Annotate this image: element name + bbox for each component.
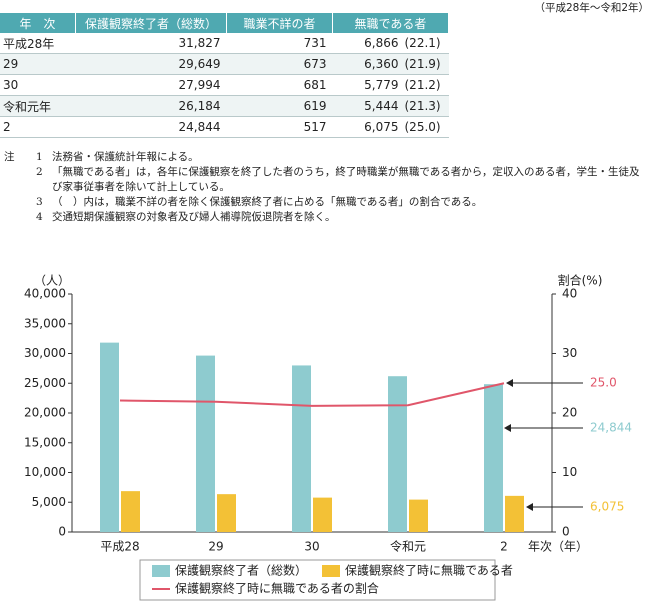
note-text: 「無職である者」は，各年に保護観察を終了した者のうち，終了時職業が無職である者か… <box>52 166 640 193</box>
table-cell: 517 <box>226 116 333 138</box>
x-tick-label: 平成28 <box>100 540 139 554</box>
bar <box>484 384 503 532</box>
table-caption: （平成28年～令和2年） <box>534 2 649 14</box>
table-cell: (21.3) <box>400 95 449 117</box>
data-label: 6,075 <box>590 500 624 514</box>
table-cell: 731 <box>226 33 333 54</box>
bar <box>121 491 140 532</box>
note-text: （ ）内は，職業不詳の者を除く保護観察終了者に占める「無職である者」の割合である… <box>52 196 483 208</box>
table-cell: 673 <box>226 53 333 75</box>
table-cell: 26,184 <box>75 95 227 117</box>
note-number: 2 <box>36 166 43 178</box>
table-cell: 681 <box>226 74 333 96</box>
header-cell: 無職である者 <box>332 13 449 33</box>
note-text: 交通短期保護観察の対象者及び婦人補導院仮退院者を除く。 <box>52 211 336 223</box>
x-tick-label: 2 <box>500 540 508 554</box>
table-cell: 平成28年 <box>0 33 76 54</box>
table-row: 30 27,994 681 5,779 (21.2) <box>0 74 449 96</box>
table-row: 29 29,649 673 6,360 (21.9) <box>0 53 449 75</box>
table-cell: 5,779 <box>332 74 401 96</box>
y2-tick-label: 0 <box>562 525 570 539</box>
table-cell: 令和元年 <box>0 95 76 117</box>
note-number: 4 <box>36 211 43 223</box>
y-tick-label: 10,000 <box>24 465 66 479</box>
note-text: 法務省・保護統計年報による。 <box>52 151 199 163</box>
arrow-head <box>504 424 511 432</box>
legend-swatch <box>322 565 340 577</box>
x-tick-label: 29 <box>208 540 223 554</box>
note-number: 1 <box>36 151 43 163</box>
table-row: 平成28年 31,827 731 6,866 (22.1) <box>0 33 449 54</box>
bar <box>409 499 428 532</box>
table-cell: 24,844 <box>75 116 227 138</box>
bar <box>388 376 407 532</box>
x-axis-title: 年次（年） <box>528 540 588 554</box>
note-label: 注 <box>4 151 15 163</box>
y-axis-title: （人） <box>34 274 70 288</box>
legend-label: 保護観察終了時に無職である者の割合 <box>175 581 379 596</box>
table-row: 令和元年 26,184 619 5,444 (21.3) <box>0 95 449 117</box>
bar <box>196 355 215 532</box>
table-cell: 2 <box>0 116 76 138</box>
table-cell: 6,360 <box>332 53 401 75</box>
table-cell: 27,994 <box>75 74 227 96</box>
table-cell: 6,866 <box>332 33 401 54</box>
note-number: 3 <box>36 196 43 208</box>
note-item: 2 「無職である者」は，各年に保護観察を終了した者のうち，終了時職業が無職である者… <box>4 165 649 195</box>
table-cell: (25.0) <box>400 116 449 138</box>
y2-tick-label: 10 <box>562 465 577 479</box>
arrow-head <box>526 503 533 511</box>
table-cell: 29 <box>0 53 76 75</box>
table-cell: (22.1) <box>400 33 449 54</box>
bar <box>100 342 119 532</box>
legend-label: 保護観察終了時に無職である者 <box>345 563 513 578</box>
bar <box>313 497 332 532</box>
x-tick-label: 30 <box>304 540 319 554</box>
y-tick-label: 0 <box>58 525 66 539</box>
x-tick-label: 令和元 <box>390 539 426 554</box>
header-cell: 保護観察終了者（総数） <box>75 13 227 33</box>
legend-box <box>139 559 496 601</box>
line-series <box>119 382 505 407</box>
data-label: 25.0 <box>590 376 617 390</box>
data-table: 年 次保護観察終了者（総数） 職業不詳の者 無職である者 平成28年 31,827 73… <box>0 13 449 138</box>
bar <box>217 494 236 532</box>
table-cell: 5,444 <box>332 95 401 117</box>
legend-label: 保護観察終了者（総数） <box>175 563 307 578</box>
table-cell: 31,827 <box>75 33 227 54</box>
y-tick-label: 25,000 <box>24 376 66 390</box>
y-tick-label: 15,000 <box>24 435 66 449</box>
y-tick-label: 40,000 <box>24 287 66 301</box>
note-item: 3 （ ）内は，職業不詳の者を除く保護観察終了者に占める「無職である者」の割合であ… <box>4 195 649 210</box>
notes: 注 1 法務省・保護統計年報による。 2 「無職である者」は，各年に保護観察を終了した者… <box>4 150 649 225</box>
y-tick-label: 30,000 <box>24 346 66 360</box>
y2-tick-label: 30 <box>562 346 577 360</box>
header-cell: 職業不詳の者 <box>226 13 333 33</box>
y2-tick-label: 40 <box>562 287 577 301</box>
y2-tick-label: 20 <box>562 406 577 420</box>
table-cell: 29,649 <box>75 53 227 75</box>
arrow-head <box>506 379 513 387</box>
legend-swatch <box>152 565 170 577</box>
bar <box>292 365 311 532</box>
table-cell: (21.2) <box>400 74 449 96</box>
header-cell: 年 次 <box>0 13 76 33</box>
table-row: 2 24,844 517 6,075 (25.0) <box>0 116 449 138</box>
table-cell: 619 <box>226 95 333 117</box>
y-tick-label: 5,000 <box>32 495 66 509</box>
y-tick-label: 20,000 <box>24 406 66 420</box>
table-cell: 6,075 <box>332 116 401 138</box>
table-cell: 30 <box>0 74 76 96</box>
note-item: 4 交通短期保護観察の対象者及び婦人補導院仮退院者を除く。 <box>4 210 649 225</box>
note-item: 注 1 法務省・保護統計年報による。 <box>4 150 649 165</box>
table-cell: (21.9) <box>400 53 449 75</box>
y-tick-label: 35,000 <box>24 316 66 330</box>
y2-axis-title: 割合(%) <box>558 273 603 288</box>
bar <box>505 495 524 532</box>
data-label: 24,844 <box>590 421 632 435</box>
